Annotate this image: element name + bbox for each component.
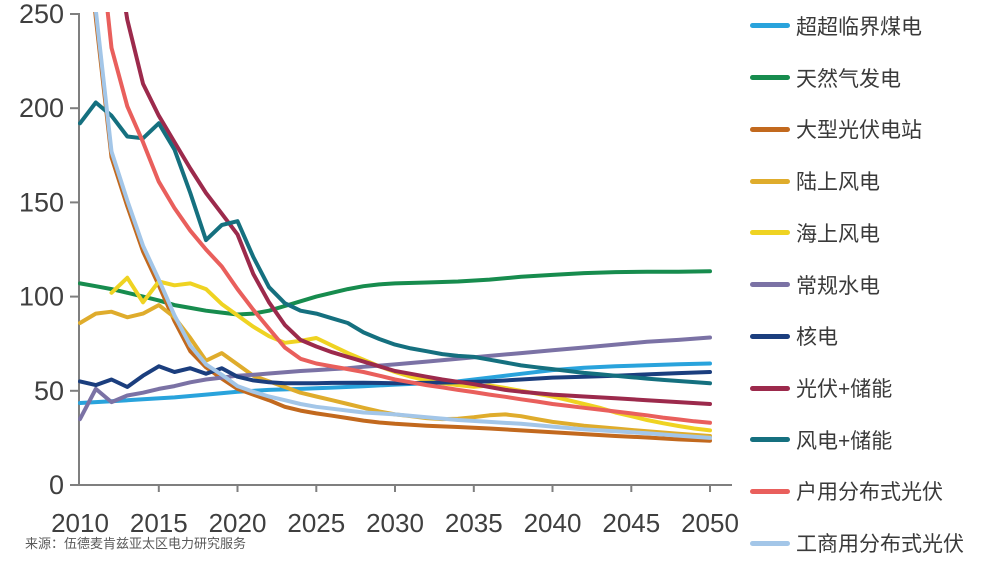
legend-item-0: 超超临界煤电 [750, 0, 1000, 52]
legend-marker-icon [750, 333, 790, 339]
legend-item-6: 核电 [750, 310, 1000, 362]
y-tick-label: 0 [49, 470, 64, 500]
y-tick-label: 200 [19, 93, 64, 123]
series-line-5 [78, 335, 712, 422]
y-tick-label: 50 [34, 376, 64, 406]
legend: 超超临界煤电 天然气发电大型光伏电站 陆上风电海上风电常规水电核电光伏+储能风电+储… [750, 0, 1000, 569]
legend-label: 户用分布式光伏 [796, 481, 943, 505]
legend-label: 海上风电 [796, 222, 880, 246]
series-line-3 [78, 303, 712, 438]
x-tick-label: 2015 [130, 508, 188, 538]
legend-item-7: 光伏+储能 [750, 362, 1000, 414]
legend-item-9: 户用分布式光伏 [750, 466, 1000, 518]
legend-marker-icon [750, 23, 790, 29]
legend-label: 陆上风电 [796, 171, 880, 195]
x-tick-label: 2020 [209, 508, 267, 538]
x-tick-label: 2050 [681, 508, 739, 538]
legend-marker-icon [750, 540, 790, 546]
legend-item-2: 大型光伏电站 [750, 103, 1000, 155]
legend-label: 超超临界煤电 [796, 15, 922, 39]
series-line-8 [78, 100, 712, 386]
legend-label: 核电 [796, 326, 838, 350]
legend-item-3: 陆上风电 [750, 155, 1000, 207]
legend-marker-icon [750, 75, 790, 81]
x-tick-label: 2025 [287, 508, 345, 538]
legend-item-4: 海上风电 [750, 207, 1000, 259]
legend-label: 风电+储能 [796, 429, 893, 453]
series-line-6 [78, 364, 712, 389]
series-line-7 [124, 12, 712, 406]
legend-item-1: 天然气发电 [750, 52, 1000, 104]
legend-marker-icon [750, 230, 790, 236]
legend-label: 大型光伏电站 [796, 119, 922, 143]
legend-item-8: 风电+储能 [750, 414, 1000, 466]
x-tick-label: 2010 [51, 508, 109, 538]
legend-label: 常规水电 [796, 274, 880, 298]
series-line-2 [93, 12, 712, 443]
legend-marker-icon [750, 282, 790, 288]
legend-marker-icon [750, 126, 790, 132]
x-tick-label: 2040 [524, 508, 582, 538]
y-tick-label: 150 [19, 187, 64, 217]
y-tick-label: 250 [19, 0, 64, 29]
x-tick-label: 2045 [602, 508, 660, 538]
x-tick-label: 2035 [445, 508, 503, 538]
legend-label: 光伏+储能 [796, 378, 893, 401]
legend-marker-icon [750, 385, 790, 391]
series-line-1 [78, 269, 712, 317]
y-tick-label: 100 [19, 282, 64, 312]
series-line-10 [93, 12, 712, 440]
legend-marker-icon [750, 178, 790, 184]
legend-label: 工商用分布式光伏 [796, 533, 964, 557]
legend-marker-icon [750, 488, 790, 494]
legend-item-5: 常规水电 [750, 259, 1000, 311]
legend-label: 天然气发电 [796, 67, 901, 91]
legend-marker-icon [750, 437, 790, 443]
series-line-9 [105, 12, 712, 425]
legend-item-10: 工商用分布式光伏 [750, 517, 1000, 569]
source-note: 来源：伍德麦肯兹亚太区电力研究服务 [25, 536, 247, 551]
x-tick-label: 2030 [366, 508, 424, 538]
